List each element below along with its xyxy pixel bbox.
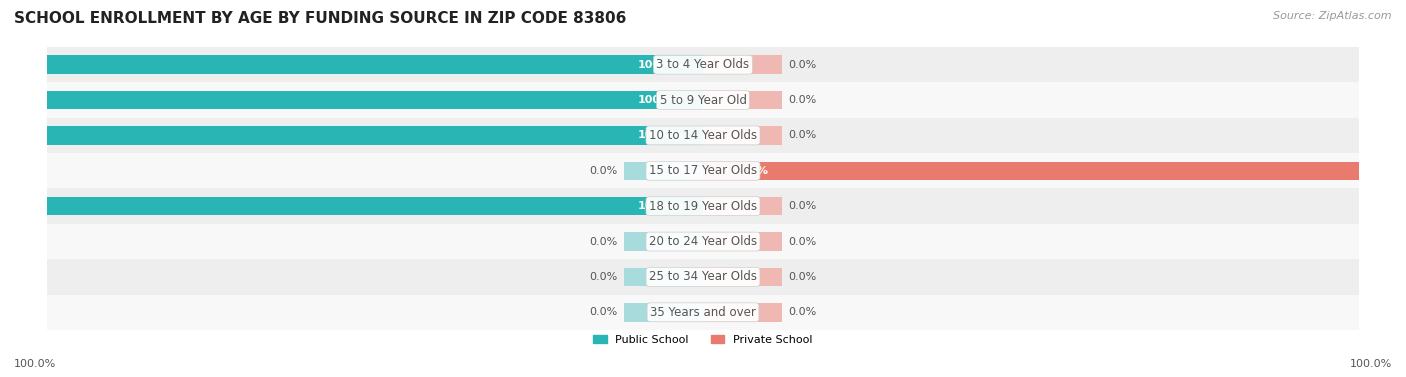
Text: 0.0%: 0.0% bbox=[789, 307, 817, 317]
Text: 0.0%: 0.0% bbox=[789, 60, 817, 70]
Text: 100.0%: 100.0% bbox=[637, 95, 683, 105]
Bar bbox=[703, 55, 782, 74]
Text: 100.0%: 100.0% bbox=[14, 359, 56, 369]
Bar bbox=[46, 91, 703, 109]
Text: 0.0%: 0.0% bbox=[789, 272, 817, 282]
Bar bbox=[46, 118, 1360, 153]
Bar bbox=[703, 126, 782, 145]
Bar bbox=[703, 91, 782, 109]
Bar bbox=[46, 126, 703, 145]
Bar bbox=[46, 197, 703, 215]
Text: 0.0%: 0.0% bbox=[789, 236, 817, 247]
Text: 0.0%: 0.0% bbox=[589, 307, 617, 317]
Bar bbox=[46, 55, 703, 74]
Text: 100.0%: 100.0% bbox=[1350, 359, 1392, 369]
Text: 100.0%: 100.0% bbox=[637, 60, 683, 70]
Text: 100.0%: 100.0% bbox=[637, 130, 683, 141]
Text: 35 Years and over: 35 Years and over bbox=[650, 306, 756, 319]
Bar bbox=[703, 197, 782, 215]
Bar bbox=[46, 188, 1360, 224]
Bar bbox=[46, 224, 1360, 259]
Text: 20 to 24 Year Olds: 20 to 24 Year Olds bbox=[650, 235, 756, 248]
Text: 3 to 4 Year Olds: 3 to 4 Year Olds bbox=[657, 58, 749, 71]
Bar bbox=[46, 259, 1360, 294]
Text: 25 to 34 Year Olds: 25 to 34 Year Olds bbox=[650, 270, 756, 284]
Bar bbox=[624, 232, 703, 251]
Text: 100.0%: 100.0% bbox=[637, 201, 683, 211]
Bar bbox=[46, 83, 1360, 118]
Text: 0.0%: 0.0% bbox=[789, 130, 817, 141]
Text: 0.0%: 0.0% bbox=[589, 236, 617, 247]
Bar bbox=[624, 162, 703, 180]
Bar bbox=[703, 162, 1360, 180]
Bar bbox=[703, 303, 782, 322]
Bar bbox=[703, 232, 782, 251]
Bar bbox=[46, 47, 1360, 83]
Text: 0.0%: 0.0% bbox=[589, 272, 617, 282]
Text: Source: ZipAtlas.com: Source: ZipAtlas.com bbox=[1274, 11, 1392, 21]
Bar bbox=[46, 294, 1360, 330]
Text: 18 to 19 Year Olds: 18 to 19 Year Olds bbox=[650, 200, 756, 213]
Bar bbox=[703, 268, 782, 286]
Bar bbox=[624, 303, 703, 322]
Text: 100.0%: 100.0% bbox=[723, 166, 769, 176]
Bar bbox=[624, 268, 703, 286]
Text: 5 to 9 Year Old: 5 to 9 Year Old bbox=[659, 93, 747, 107]
Text: 0.0%: 0.0% bbox=[789, 95, 817, 105]
Bar bbox=[46, 153, 1360, 188]
Legend: Public School, Private School: Public School, Private School bbox=[589, 330, 817, 349]
Text: 15 to 17 Year Olds: 15 to 17 Year Olds bbox=[650, 164, 756, 177]
Text: 0.0%: 0.0% bbox=[789, 201, 817, 211]
Text: SCHOOL ENROLLMENT BY AGE BY FUNDING SOURCE IN ZIP CODE 83806: SCHOOL ENROLLMENT BY AGE BY FUNDING SOUR… bbox=[14, 11, 627, 26]
Text: 10 to 14 Year Olds: 10 to 14 Year Olds bbox=[650, 129, 756, 142]
Text: 0.0%: 0.0% bbox=[589, 166, 617, 176]
